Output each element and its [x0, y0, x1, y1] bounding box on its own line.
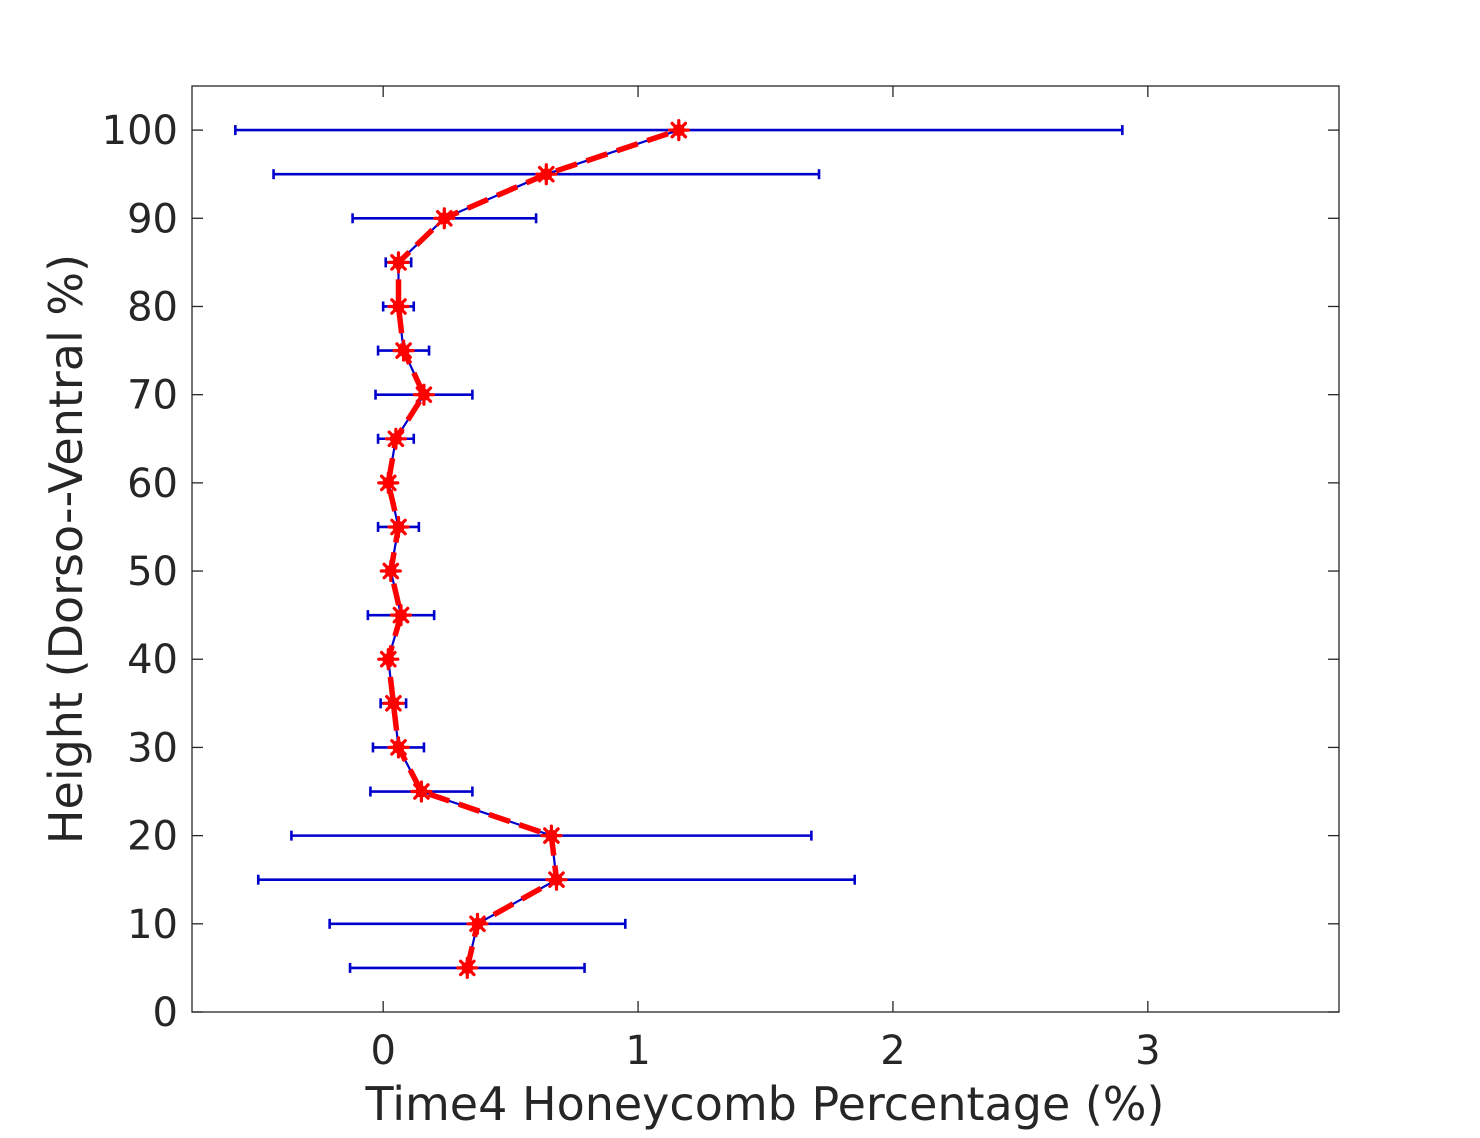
y-ticks: 0 10 20 30 40 50 60 70 80 90 100: [102, 108, 1339, 1036]
data-point-marker: [387, 251, 410, 274]
marker-spoke: [390, 254, 407, 271]
data-point-marker: [387, 515, 410, 539]
data-point-marker: [387, 295, 410, 318]
marker-spoke: [458, 959, 476, 977]
data-point-marker: [456, 956, 479, 980]
marker-spoke: [379, 474, 397, 492]
marker-spoke: [382, 562, 400, 580]
markers: [377, 119, 690, 980]
marker-spoke: [385, 694, 402, 712]
y-tick-label: 70: [127, 373, 178, 419]
plot-area: [192, 86, 1339, 1012]
marker-spoke: [395, 342, 412, 359]
y-tick-label: 40: [127, 637, 178, 683]
data-point-marker: [387, 736, 410, 759]
marker-spoke: [670, 121, 688, 139]
marker-spoke: [387, 430, 405, 448]
data-point-marker: [377, 648, 400, 671]
data-point-marker: [466, 912, 489, 935]
marker-spoke: [390, 739, 407, 756]
y-tick-label: 20: [127, 814, 178, 860]
marker-spoke: [537, 165, 555, 183]
marker-spoke: [543, 827, 560, 844]
y-tick-label: 30: [127, 725, 178, 771]
data-point-marker: [433, 207, 456, 230]
data-point-marker: [545, 868, 568, 891]
y-tick-label: 0: [153, 990, 178, 1036]
data-point-marker: [382, 692, 405, 715]
data-point-marker: [410, 780, 433, 803]
data-point-marker: [389, 603, 413, 627]
marker-spoke: [415, 386, 433, 404]
marker-spoke: [379, 650, 397, 668]
data-point-marker: [540, 824, 563, 847]
y-tick-label: 90: [127, 196, 178, 242]
marker-spoke: [390, 298, 407, 315]
y-tick-label: 60: [127, 461, 178, 507]
y-tick-label: 80: [127, 284, 178, 330]
series-line-mean: [385, 127, 680, 969]
data-point-marker: [392, 339, 415, 362]
y-tick-label: 10: [127, 902, 178, 948]
marker-spoke: [469, 915, 486, 933]
data-point-marker: [667, 119, 690, 142]
x-tick-label: 2: [880, 1028, 905, 1074]
marker-spoke: [390, 518, 407, 536]
marker-spoke: [413, 783, 430, 800]
marker-spoke: [392, 606, 410, 624]
x-tick-label: 0: [370, 1028, 395, 1074]
data-point-marker: [535, 163, 558, 186]
y-tick-label: 100: [102, 108, 178, 154]
x-tick-label: 3: [1135, 1028, 1160, 1074]
x-axis-title: Time4 Honeycomb Percentage (%): [365, 1077, 1165, 1131]
marker-spoke: [548, 871, 565, 889]
y-tick-label: 50: [127, 549, 178, 595]
data-point-marker: [384, 427, 407, 450]
data-point-marker: [379, 559, 402, 583]
y-axis-title: Height (Dorso--Ventral %): [39, 254, 93, 844]
x-tick-label: 1: [625, 1028, 650, 1074]
data-point-marker: [377, 471, 400, 494]
axes-box: [191, 85, 1340, 1013]
data-point-marker: [412, 383, 435, 406]
x-ticks: 0 1 2 3: [370, 86, 1161, 1074]
marker-spoke: [435, 209, 453, 227]
